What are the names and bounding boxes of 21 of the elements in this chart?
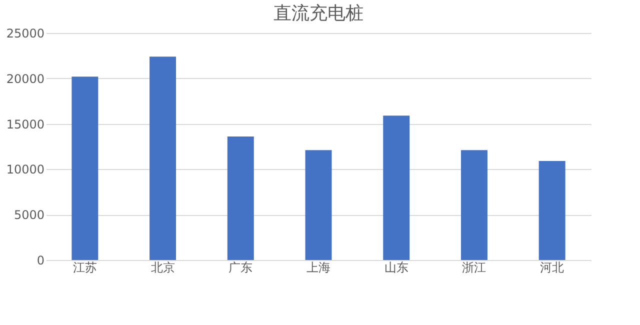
bar (460, 150, 488, 260)
x-tick-label: 广东 (228, 260, 253, 274)
y-tick-label: 20000 (6, 72, 44, 86)
bar (538, 161, 566, 260)
y-tick-label: 10000 (6, 162, 44, 177)
chart-title: 直流充电桩 (274, 3, 364, 24)
bar (227, 136, 254, 260)
bar (305, 150, 332, 260)
bar (383, 116, 410, 260)
x-tick-label: 河北 (540, 260, 564, 274)
y-tick-label: 0 (36, 254, 44, 268)
x-tick-label: 江苏 (72, 260, 97, 274)
y-tick-label: 25000 (6, 26, 44, 40)
x-tick-label: 北京 (150, 260, 175, 274)
x-tick-label: 浙江 (462, 260, 486, 274)
bar (150, 56, 176, 260)
bar (72, 76, 98, 260)
x-tick-label: 上海 (306, 260, 330, 274)
x-tick-label: 山东 (384, 260, 408, 274)
y-tick-label: 15000 (6, 117, 44, 132)
y-tick-label: 5000 (14, 208, 44, 222)
